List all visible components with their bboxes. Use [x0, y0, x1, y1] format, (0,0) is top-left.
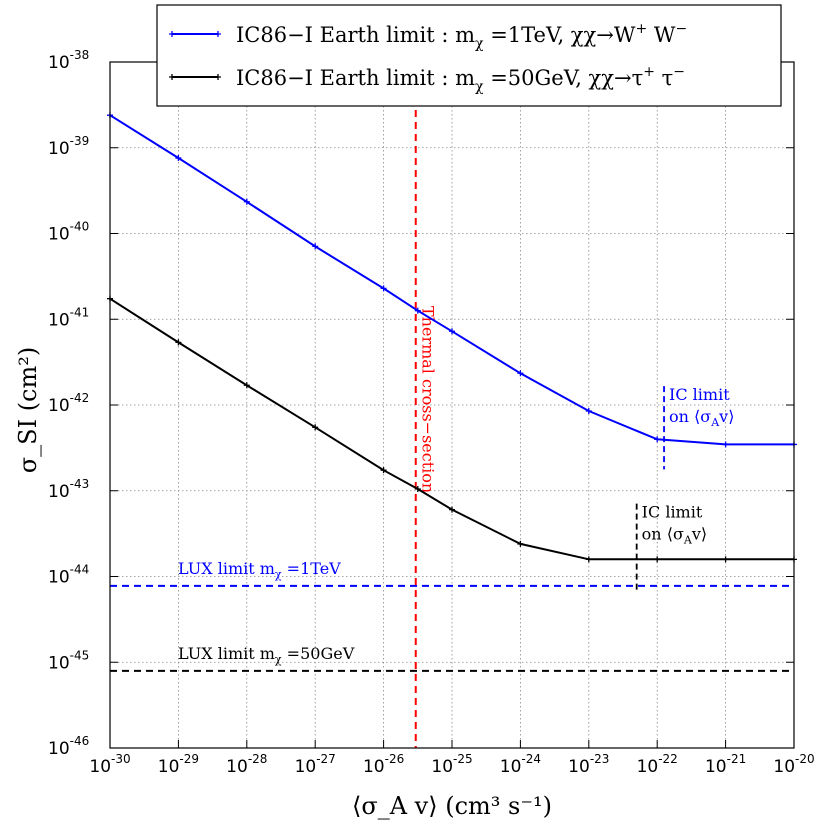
legend-marker	[215, 31, 221, 37]
lux-limit-label: LUX limit mχ =1TeV	[178, 559, 341, 581]
y-tick-label: 10-45	[48, 648, 89, 673]
x-tick-label: 10-25	[431, 752, 472, 777]
y-tick-label: 10-43	[48, 477, 89, 502]
series-point-marker	[517, 370, 524, 377]
series-point-marker	[175, 155, 182, 162]
series-point-marker	[312, 424, 319, 431]
series-point-marker	[414, 307, 421, 314]
legend-label: IC86−I Earth limit : mχ =50GeV, χχ→τ+ τ−	[236, 64, 685, 95]
y-tick-label: 10-44	[48, 563, 89, 588]
y-axis-label: σ_SI (cm²)	[14, 347, 42, 473]
series-point-marker	[585, 408, 592, 415]
y-tick-label: 10-46	[48, 734, 89, 759]
thermal-cross-section-label: Thermal cross−section	[419, 306, 438, 493]
series-point-marker	[585, 556, 592, 563]
series-point-marker	[722, 556, 729, 563]
x-tick-label: 10-20	[773, 752, 814, 777]
series-point-marker	[380, 285, 387, 292]
x-tick-label: 10-24	[500, 752, 541, 777]
series-point-marker	[449, 506, 455, 513]
x-axis-label: ⟨σ_A v⟩ (cm³ s⁻¹)	[352, 792, 552, 820]
y-tick-label: 10-38	[48, 48, 89, 73]
legend-label: IC86−I Earth limit : mχ =1TeV, χχ→W+ W−	[236, 21, 687, 52]
y-tick-label: 10-41	[48, 305, 89, 330]
axis-ticks: 10-30 10-29 10-28 10-27 10-26 10-25 10-24 10-23…	[48, 48, 815, 777]
x-tick-label: 10-22	[637, 752, 678, 777]
legend: IC86−I Earth limit : mχ =1TeV, χχ→W+ W− I…	[156, 4, 782, 107]
series-point-marker	[654, 436, 661, 443]
legend-box	[156, 4, 782, 107]
series-point-marker	[517, 540, 524, 547]
series-point-marker	[722, 441, 729, 448]
series-point-marker	[449, 328, 455, 335]
series-line-1	[109, 114, 794, 446]
x-tick-label: 10-27	[295, 752, 336, 777]
legend-marker	[169, 74, 175, 80]
ic-limit-label: IC limit	[669, 385, 730, 404]
series-point-marker	[312, 243, 319, 250]
series-point-marker	[380, 467, 387, 474]
y-tick-label: 10-39	[48, 134, 89, 159]
series-point-marker	[654, 556, 661, 563]
data-series	[107, 112, 797, 563]
series-point-marker	[175, 339, 182, 346]
x-tick-label: 10-29	[158, 752, 199, 777]
x-tick-label: 10-26	[363, 752, 404, 777]
lux-limit-label: LUX limit mχ =50GeV	[178, 644, 355, 666]
x-tick-label: 10-21	[705, 752, 746, 777]
series-point-marker	[414, 486, 421, 493]
x-tick-label: 10-28	[226, 752, 267, 777]
x-tick-label: 10-30	[89, 752, 130, 777]
series-point-marker	[243, 382, 250, 389]
y-tick-label: 10-40	[48, 220, 89, 245]
ic-limit-label: IC limit	[642, 503, 703, 522]
legend-marker	[169, 31, 175, 37]
ic-limit-label-line2: on ⟨σAv⟩	[669, 407, 734, 429]
legend-marker	[215, 74, 221, 80]
x-tick-label: 10-23	[568, 752, 609, 777]
series-line-2	[109, 297, 794, 561]
ic-limit-label-line2: on ⟨σAv⟩	[642, 525, 707, 547]
y-tick-label: 10-42	[48, 391, 89, 416]
series-point-marker	[243, 198, 250, 205]
reference-lines: LUX limit mχ =1TeV LUX limit mχ =50GeV The…	[110, 62, 794, 748]
